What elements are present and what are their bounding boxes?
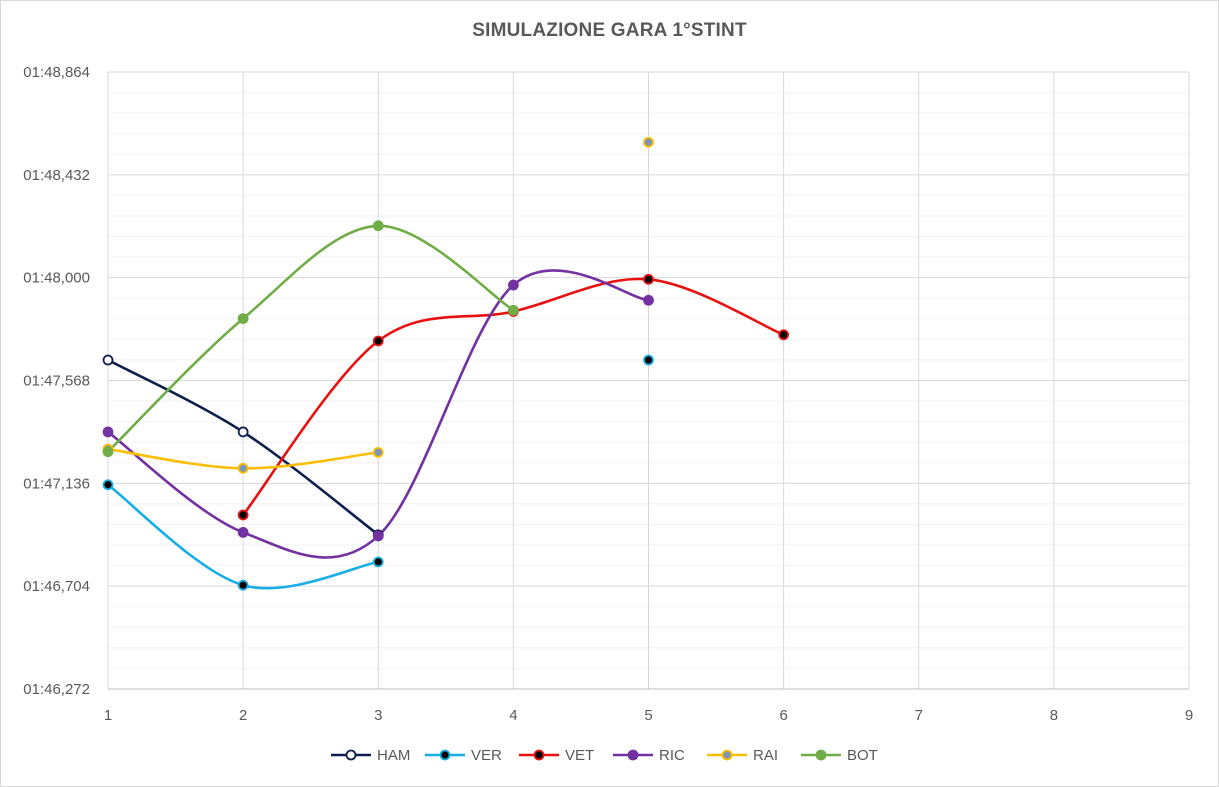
x-tick-label: 5 [644,707,652,724]
data-point-bot [372,220,384,232]
legend-label: VER [471,747,502,764]
y-tick-label: 01:46,272 [23,681,90,698]
x-axis-tick-labels: 1 2 3 4 5 6 7 8 9 [104,707,1193,724]
x-tick-label: 7 [915,707,923,724]
legend-item-rai: RAI [707,747,778,764]
legend-marker [721,749,733,761]
legend-marker [439,749,451,761]
y-tick-label: 01:46,704 [23,578,90,595]
data-point-rai [237,462,249,474]
data-point-ham [237,426,249,438]
x-tick-label: 4 [509,707,517,724]
data-point-vet [778,329,790,341]
y-axis-tick-labels: 01:46,272 01:46,704 01:47,136 01:47,568 01:4… [23,64,90,698]
x-tick-label: 9 [1185,707,1193,724]
legend-label: BOT [847,747,878,764]
x-tick-label: 2 [239,707,247,724]
y-tick-label: 01:48,864 [23,64,90,81]
legend-marker [345,749,357,761]
data-point-vet [643,273,654,285]
x-tick-label: 1 [104,707,112,724]
data-point-ver [102,479,114,491]
legend-label: RIC [659,747,685,764]
data-point-ver [643,354,654,366]
legend-item-vet: VET [519,747,594,764]
y-tick-label: 01:48,432 [23,167,90,184]
data-point-rai [372,446,384,458]
series-markers [102,136,790,591]
legend-label: VET [565,747,594,764]
major-gridlines [107,71,1190,690]
legend-marker [815,749,827,761]
data-point-vet [372,335,384,347]
legend-item-ric: RIC [613,747,685,764]
data-point-ric [102,426,114,438]
data-point-ver [237,579,249,591]
data-point-vet [237,509,249,521]
legend-item-ver: VER [425,747,502,764]
data-point-ric [237,526,249,538]
data-point-rai [643,136,654,148]
legend: HAM VER VET RIC RAI BOT [331,747,878,764]
series-line-bot [106,224,515,453]
x-tick-label: 8 [1050,707,1058,724]
data-point-ver [372,556,384,568]
x-tick-label: 6 [779,707,787,724]
y-tick-label: 01:48,000 [23,270,90,287]
data-point-bot [237,313,249,325]
legend-marker [627,749,639,761]
data-point-ric [643,294,654,306]
x-tick-label: 3 [374,707,382,724]
legend-item-bot: BOT [801,747,878,764]
legend-label: HAM [377,747,410,764]
y-tick-label: 01:47,568 [23,373,90,390]
y-tick-label: 01:47,136 [23,475,90,492]
data-point-bot [102,446,114,458]
series-lines [106,224,785,590]
legend-label: RAI [753,747,778,764]
data-point-bot [507,304,519,316]
series-line-ric [106,269,650,559]
data-point-ric [372,530,384,542]
legend-marker [533,749,545,761]
data-point-ham [102,354,114,366]
chart-title: SIMULAZIONE GARA 1°STINT [472,20,747,41]
legend-item-ham: HAM [331,747,410,764]
data-point-ric [507,279,519,291]
